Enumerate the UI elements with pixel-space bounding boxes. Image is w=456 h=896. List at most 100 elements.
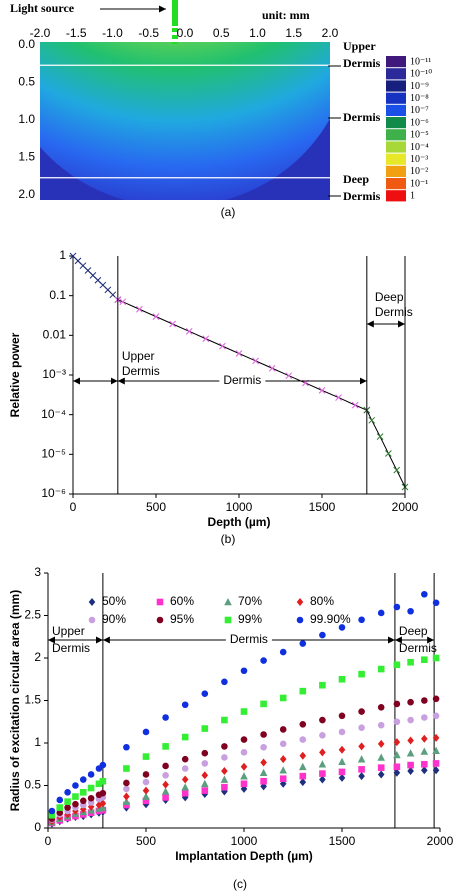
y-tick-label: 0.1 [49,288,66,302]
point-marker [432,599,440,607]
point-marker [338,773,346,782]
point-marker [393,750,401,759]
point-marker [299,762,307,771]
point-marker [299,687,307,695]
point-marker [279,775,287,782]
point-marker [299,778,307,787]
point-marker [393,718,401,726]
point-marker [338,745,346,754]
point-marker [376,433,384,440]
point-marker [407,607,414,615]
point-marker [48,811,56,819]
region-label: Dermis [343,110,381,124]
legend-marker [88,598,96,606]
point-marker [72,793,79,800]
y-tick-label: 1 [34,735,41,749]
point-marker [393,603,401,611]
point-marker [299,751,307,760]
y-tick-label: 2.5 [24,608,41,622]
colorbar-swatch [386,92,406,104]
x-tick-label: -2.0 [30,26,51,40]
point-marker [393,661,401,669]
point-marker [279,648,287,656]
point-marker [407,658,414,666]
x-tick-label: 1.0 [249,26,266,40]
point-marker [279,755,287,764]
region-label: Deep Dermis [375,290,413,319]
point-marker [181,775,189,784]
point-marker [142,792,150,800]
y-tick-label: 10⁻⁵ [41,447,66,461]
colorbar-swatch [386,153,406,165]
y-tick-label: 0 [34,820,41,834]
point-marker [142,753,150,760]
point-marker [201,690,209,697]
point-marker [335,394,342,401]
point-marker [260,758,267,767]
point-marker [259,768,268,777]
point-marker [338,768,346,776]
point-marker [181,783,189,791]
point-marker [123,785,130,793]
x-tick-label: 0 [45,834,52,848]
point-marker [377,721,385,729]
legend-marker [296,616,304,624]
point-marker [72,782,79,789]
legend-marker [156,598,164,606]
legend-marker [296,598,304,606]
point-marker [377,665,385,673]
point-marker [87,794,95,802]
point-marker [407,736,414,745]
region-label: Upper Dermis [343,39,381,70]
x-tick-label: 1000 [231,834,258,848]
point-marker [169,320,176,328]
y-tick-label: 0.5 [18,75,35,89]
y-tick-label: 0.0 [18,37,35,51]
point-marker [220,775,229,783]
panel-label: (c) [233,877,247,891]
point-marker [421,766,428,775]
point-marker [377,739,385,748]
point-marker [56,809,64,816]
colorbar-swatch [386,104,406,116]
point-marker [338,675,346,683]
legend-marker [88,616,96,624]
point-marker [421,714,428,721]
point-marker [432,746,440,754]
x-tick-label: 500 [146,500,166,514]
point-marker [358,766,365,773]
colorbar-label: 10⁻² [410,166,428,177]
x-tick-label: 2000 [427,834,454,848]
x-tick-label: 0.5 [213,26,230,40]
point-marker [357,755,366,763]
point-marker [162,714,169,721]
point-marker [279,694,287,702]
colorbar-swatch [386,117,406,129]
x-tick-label: 2.0 [322,26,339,40]
colorbar-swatch [386,190,406,202]
y-tick-label: 10⁻⁶ [41,486,66,500]
point-marker [421,697,428,704]
x-tick-label: -1.0 [102,26,123,40]
point-marker [240,780,248,788]
point-marker [338,624,346,631]
point-marker [181,789,189,797]
x-tick-label: -0.5 [138,26,159,40]
point-marker [299,640,307,647]
point-marker [123,801,130,809]
point-marker [407,761,414,769]
point-marker [377,764,385,771]
point-marker [221,783,228,791]
y-tick-label: 1.5 [18,150,35,164]
colorbar-swatch [386,129,406,141]
point-marker [432,766,440,775]
point-marker [64,789,71,796]
point-marker [87,784,95,792]
point-marker [407,698,414,706]
point-marker [79,776,87,783]
point-marker [319,631,326,639]
legend-marker [224,616,232,624]
unit-label: unit: mm [262,8,310,22]
legend-marker [156,616,164,624]
point-marker [377,609,385,617]
